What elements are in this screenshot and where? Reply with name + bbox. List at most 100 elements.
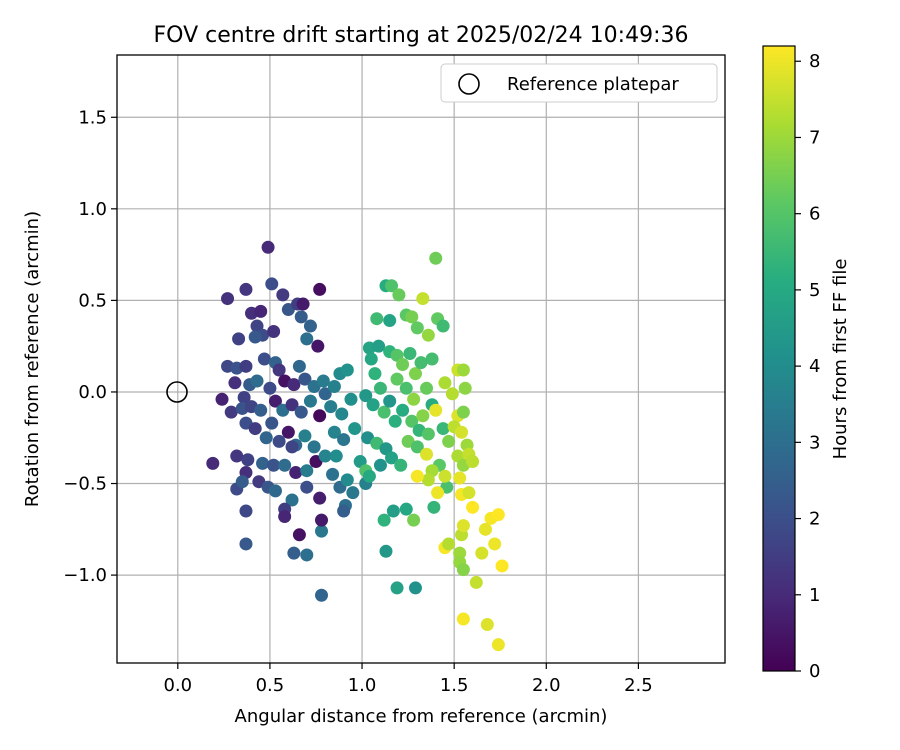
colorbar-tick-label: 3 [809, 432, 820, 453]
data-point [298, 372, 312, 386]
data-point [318, 449, 332, 463]
colorbar-label: Hours from first FF file [830, 259, 851, 460]
data-point [337, 433, 351, 447]
data-point [383, 394, 397, 408]
data-point [392, 288, 406, 302]
y-tick-label: 0.0 [78, 382, 107, 403]
data-point [385, 451, 399, 465]
data-point [254, 304, 268, 318]
data-point [326, 467, 340, 481]
y-axis-ticks: −1.0 −0.5 0.0 0.5 1.0 1.5 [63, 107, 117, 586]
data-point [385, 279, 399, 293]
data-point [372, 339, 386, 353]
data-point [405, 414, 419, 428]
x-axis-label: Angular distance from reference (arcmin) [235, 706, 608, 727]
data-point [241, 453, 255, 467]
data-point [491, 638, 505, 652]
data-point [456, 405, 470, 419]
data-point [303, 319, 317, 333]
y-tick-label: 1.0 [78, 199, 107, 220]
data-points [206, 240, 509, 652]
data-point [390, 581, 404, 595]
data-point [300, 332, 314, 346]
data-point [285, 440, 299, 454]
data-point [410, 469, 424, 483]
data-point [285, 398, 299, 412]
y-tick-label: −0.5 [63, 474, 107, 495]
data-point [362, 469, 376, 483]
data-point [431, 486, 445, 500]
data-point [313, 409, 327, 423]
data-point [259, 431, 273, 445]
data-point [206, 456, 220, 470]
data-point [300, 480, 314, 494]
plot-frame [116, 54, 726, 664]
data-point [307, 440, 321, 454]
data-point [287, 378, 301, 392]
colorbar-tick-label: 2 [809, 509, 820, 530]
y-tick-label: 1.5 [78, 107, 107, 128]
colorbar-tick-label: 5 [809, 280, 820, 301]
colorbar-tick-label: 7 [809, 127, 820, 148]
data-point [257, 352, 271, 366]
data-point [329, 449, 343, 463]
data-point [268, 484, 282, 498]
data-point [410, 321, 424, 335]
data-point [272, 434, 286, 448]
data-point [276, 288, 290, 302]
data-point [311, 339, 325, 353]
colorbar: 0 1 2 3 4 5 6 7 8 Hours from first FF file [762, 45, 851, 682]
data-point [414, 356, 428, 370]
data-point [254, 403, 268, 417]
data-point [429, 403, 443, 417]
x-tick-label: 0.0 [163, 675, 192, 696]
data-point [294, 310, 308, 324]
data-point [296, 297, 310, 311]
data-point [315, 524, 329, 538]
data-point [239, 282, 253, 296]
colorbar-tick-label: 1 [809, 585, 820, 606]
data-point [436, 422, 450, 436]
data-point [480, 618, 494, 632]
data-point [237, 390, 251, 404]
data-point [366, 398, 380, 412]
data-point [368, 367, 382, 381]
y-tick-label: −1.0 [63, 565, 107, 586]
data-point [313, 491, 327, 505]
legend-box [440, 63, 718, 103]
data-point [396, 357, 410, 371]
data-point [478, 522, 492, 536]
data-point [316, 374, 330, 388]
data-point [235, 475, 249, 489]
data-point [456, 363, 470, 377]
data-point [429, 251, 443, 265]
data-point [292, 528, 306, 542]
x-tick-label: 0.5 [256, 675, 285, 696]
legend: Reference platepar [440, 63, 718, 103]
data-point [298, 429, 312, 443]
legend-marker-icon [458, 73, 480, 95]
data-point [456, 519, 470, 533]
data-point [466, 455, 480, 469]
data-point [421, 473, 435, 487]
data-point [335, 407, 349, 421]
data-point [396, 403, 410, 417]
data-point [248, 330, 262, 344]
data-point [427, 500, 441, 514]
data-point [303, 394, 317, 408]
data-point [386, 504, 400, 518]
data-point [469, 575, 483, 589]
data-point [344, 392, 358, 406]
y-tick-label: 0.5 [78, 290, 107, 311]
colorbar-ticks: 0 1 2 3 4 5 6 7 8 [795, 51, 820, 682]
data-point [230, 449, 244, 463]
data-point [250, 374, 264, 388]
data-point [315, 513, 329, 527]
data-point [267, 458, 281, 472]
data-point [294, 405, 308, 419]
data-point [408, 581, 422, 595]
legend-label: Reference platepar [507, 74, 679, 95]
x-tick-label: 1.5 [440, 675, 469, 696]
colorbar-tick-label: 8 [809, 51, 820, 72]
